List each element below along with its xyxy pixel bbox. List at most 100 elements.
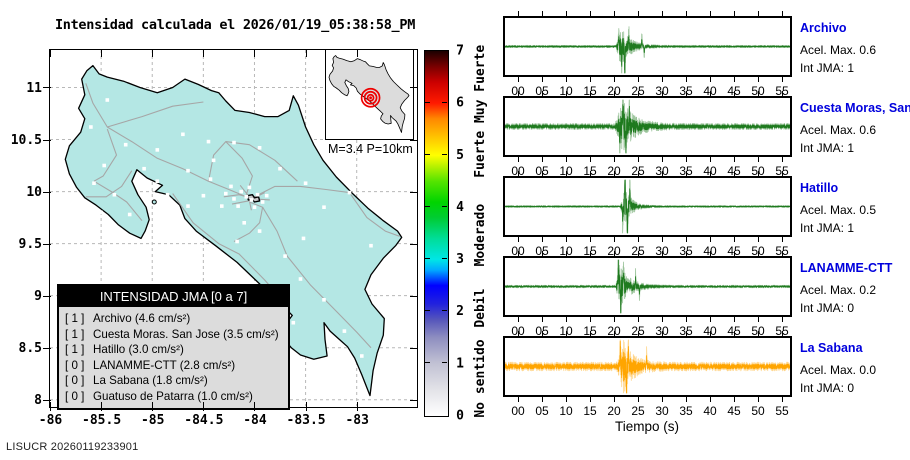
legend-intensity-bracket: [ 0 ] [65,374,85,387]
seismo-tick-top [757,91,759,96]
legend-intensity-bracket: [ 1 ] [65,327,85,341]
colorbar-tick-left [425,153,430,155]
map-x-tick [101,402,103,411]
seismo-tick-top [685,171,687,176]
seismogram-panel-cuesta-moras-san-jose [503,96,792,157]
seismogram-panel-lanamme-ctt [503,256,792,317]
seismo-tick-bottom [613,397,615,402]
legend-station-row: [ 0 ] LANAMME-CTT (2.8 cm/s²) [65,358,284,374]
seismo-tick-top [517,251,519,256]
road-line [93,180,143,222]
inset-map-svg [328,55,410,133]
station-marker [155,179,160,183]
waveform-polyline [504,35,791,74]
colorbar-tick-left [425,258,430,260]
station-accel-label: Acel. Max. 0.2 [800,283,877,297]
station-marker [181,132,185,137]
seismo-tick-bottom [541,157,543,162]
map-x-tick-label: -85 [140,413,165,428]
seismo-tick-bottom [733,77,735,82]
epicenter-ring [366,93,375,102]
station-marker [155,148,160,152]
seismo-tick-bottom [781,397,783,402]
map-y-tick-label: 10 [26,185,42,201]
seismo-tick-label: 00 [511,404,525,418]
seismo-tick-top [613,331,615,336]
map-x-tick-top [50,50,51,57]
map-x-tick-top [203,50,205,57]
seismo-tick-top [733,331,735,336]
legend-station-row: [ 1 ] Hatillo (3.0 cm/s²) [65,342,284,358]
station-jma-label: Int JMA: 1 [800,141,855,155]
seismo-tick-top [733,91,735,96]
seismo-tick-top [541,171,543,176]
seismo-tick-bottom [541,237,543,242]
map-x-tick [305,402,307,411]
road-line [349,192,400,237]
seismo-tick-top [637,91,639,96]
station-accel-label: Acel. Max. 0.6 [800,123,877,137]
seismo-tick-bottom [757,397,759,402]
seismo-tick-top [661,91,663,96]
colorbar-tick-left [425,205,430,207]
seismo-tick-top [637,251,639,256]
colorbar-labels: 0 1 2 3 4 5 6 7 No sentido Debil Moderado Fuerte Muy… [456,44,488,424]
seismo-tick-bottom [709,317,711,322]
legend-station-row: [ 1 ] Archivo (4.6 cm/s²) [65,311,284,327]
seismo-tick-bottom [709,237,711,242]
seismo-tick-top [589,251,591,256]
seismo-tick-bottom [733,157,735,162]
seismo-tick-top [685,251,687,256]
seismo-tick-label: 50 [751,404,765,418]
seismo-tick-bottom [517,317,519,322]
seismo-tick-bottom [661,317,663,322]
seismo-tick-bottom [733,237,735,242]
seismo-tick-bottom [709,157,711,162]
station-marker [206,139,211,144]
seismo-tick-top [613,171,615,176]
seismo-tick-bottom [661,237,663,242]
seismo-tick-bottom [781,77,783,82]
legend-intensity-bracket: [ 1 ] [65,343,85,356]
seismo-tick-top [661,11,663,16]
station-marker [112,192,117,197]
map-y-tick-right [410,243,417,245]
seismogram-trace-la-sabana [504,339,791,394]
event-magnitude-depth-label: M=3.4 P=10km [328,142,413,156]
map-y-tick [43,191,51,193]
seismo-tick-top [661,251,663,256]
colorbar-category-label: Debil [473,289,488,328]
map-x-tick-label: -86 [38,413,63,428]
station-marker [211,158,216,163]
seismo-tick-top [733,171,735,176]
seismo-tick-top [709,251,711,256]
colorbar-tick-right [442,153,447,155]
colorbar-tick-right [442,205,447,207]
map-y-tick [43,139,51,141]
seismo-tick-top [733,11,735,16]
station-marker [208,177,213,181]
map-x-tick-label: -85.5 [82,413,122,428]
legend-station-row: [ 0 ] Guatuso de Patarra (1.0 cm/s²) [65,389,284,405]
colorbar-tick-right [442,310,447,312]
map-x-tick-label: -83 [345,413,369,428]
seismo-tick-bottom [637,237,639,242]
map-title: Intensidad calculada el 2026/01/19_05:38… [54,17,416,33]
seismo-tick-top [565,171,567,176]
legend-title: INTENSIDAD JMA [0 a 7] [59,286,288,307]
station-marker [278,166,282,171]
seismo-tick-top [757,11,759,16]
legend-station-label: LANAMME-CTT (2.8 cm/s²) [93,358,236,372]
seismo-tick-top [517,331,519,336]
map-y-tick-right [410,139,417,141]
seismo-tick-bottom [637,317,639,322]
seismo-tick-top [613,91,615,96]
seismo-tick-top [541,251,543,256]
seismo-tick-top [541,331,543,336]
seismo-tick-top [565,331,567,336]
road-line [225,141,253,195]
seismo-tick-top [733,251,735,256]
seismo-tick-top [517,11,519,16]
seismo-tick-bottom [661,397,663,402]
station-marker [102,163,106,168]
